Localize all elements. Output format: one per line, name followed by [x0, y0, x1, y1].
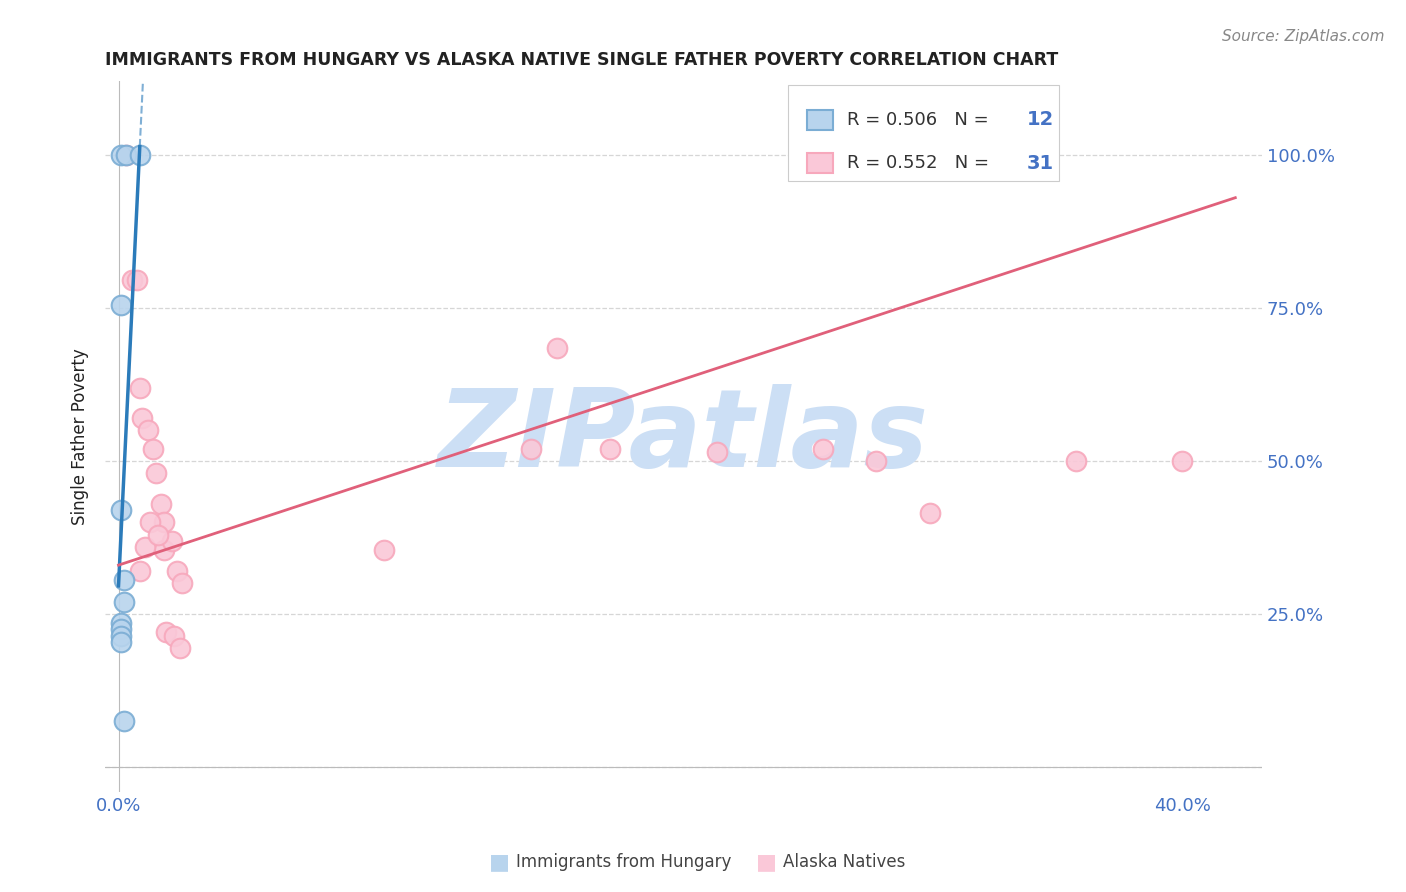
Point	[152, 542, 174, 557]
Point	[373, 542, 395, 557]
Text: Source: ZipAtlas.com: Source: ZipAtlas.com	[1222, 29, 1385, 44]
Point	[110, 298, 132, 312]
Point	[155, 625, 177, 640]
Point	[127, 273, 149, 287]
Text: 31: 31	[1028, 153, 1054, 173]
Point	[115, 148, 138, 162]
Point	[142, 442, 165, 456]
Point	[160, 533, 183, 548]
Point	[110, 148, 132, 162]
Point	[110, 634, 132, 648]
Point	[112, 595, 135, 609]
Point	[110, 503, 132, 517]
Point	[172, 576, 194, 591]
Text: Alaska Natives: Alaska Natives	[783, 853, 905, 871]
Text: IMMIGRANTS FROM HUNGARY VS ALASKA NATIVE SINGLE FATHER POVERTY CORRELATION CHART: IMMIGRANTS FROM HUNGARY VS ALASKA NATIVE…	[105, 51, 1059, 69]
Point	[128, 380, 150, 394]
Text: R = 0.552   N =: R = 0.552 N =	[846, 154, 994, 172]
Point	[1064, 454, 1087, 468]
Point	[134, 540, 156, 554]
Point	[131, 411, 153, 425]
Point	[150, 497, 173, 511]
Point	[169, 640, 191, 655]
Point	[1171, 454, 1194, 468]
Point	[110, 628, 132, 642]
FancyBboxPatch shape	[807, 110, 832, 129]
Point	[115, 148, 138, 162]
Point	[918, 506, 941, 520]
Point	[152, 515, 174, 529]
Text: ■: ■	[756, 852, 776, 871]
FancyBboxPatch shape	[787, 85, 1060, 181]
Point	[546, 341, 568, 355]
Point	[139, 515, 162, 529]
FancyBboxPatch shape	[807, 153, 832, 173]
Point	[128, 564, 150, 578]
Text: 12: 12	[1028, 111, 1054, 129]
Text: R = 0.506   N =: R = 0.506 N =	[846, 111, 994, 128]
Point	[121, 273, 143, 287]
Point	[166, 564, 188, 578]
Point	[145, 467, 167, 481]
Point	[136, 424, 159, 438]
Point	[811, 442, 834, 456]
Point	[163, 628, 186, 642]
Point	[110, 623, 132, 637]
Point	[865, 454, 887, 468]
Text: Immigrants from Hungary: Immigrants from Hungary	[516, 853, 731, 871]
Point	[519, 442, 541, 456]
Y-axis label: Single Father Poverty: Single Father Poverty	[72, 348, 89, 524]
Text: ■: ■	[489, 852, 509, 871]
Point	[599, 442, 621, 456]
Text: ZIPatlas: ZIPatlas	[439, 384, 929, 490]
Point	[128, 148, 150, 162]
Point	[110, 616, 132, 631]
Point	[112, 574, 135, 588]
Point	[112, 714, 135, 729]
Point	[148, 527, 170, 541]
Point	[706, 445, 728, 459]
